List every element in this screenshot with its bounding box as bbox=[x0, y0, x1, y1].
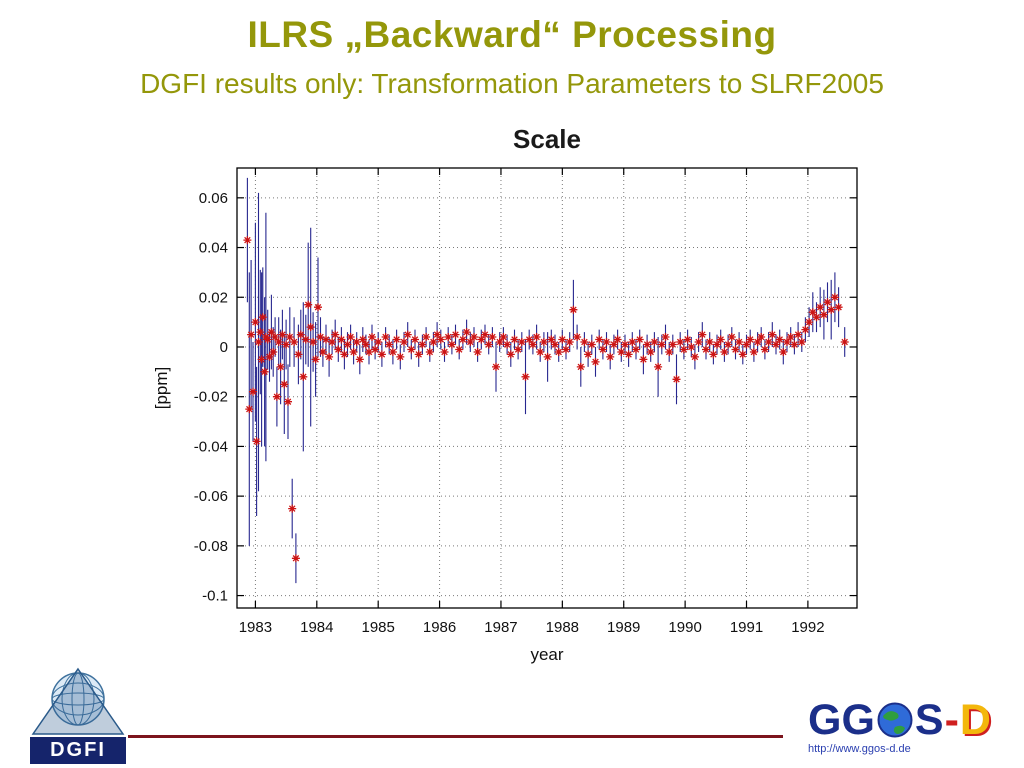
ggos-url: http://www.ggos-d.de bbox=[808, 743, 911, 755]
svg-text:0.02: 0.02 bbox=[199, 289, 228, 306]
svg-text:1987: 1987 bbox=[484, 619, 517, 636]
dgfi-logo: DGFI bbox=[30, 666, 126, 764]
ggos-letter-s: S bbox=[914, 696, 944, 744]
svg-text:0.04: 0.04 bbox=[199, 240, 228, 257]
ggos-hyphen: - bbox=[944, 696, 959, 744]
svg-text:1984: 1984 bbox=[300, 619, 333, 636]
slide-subtitle: DGFI results only: Transformation Parame… bbox=[140, 68, 884, 99]
chart-title: Scale bbox=[513, 124, 581, 154]
svg-text:1986: 1986 bbox=[423, 619, 456, 636]
svg-text:1992: 1992 bbox=[791, 619, 824, 636]
svg-text:1985: 1985 bbox=[362, 619, 395, 636]
svg-text:-0.1: -0.1 bbox=[202, 588, 228, 605]
footer-divider-line bbox=[128, 735, 783, 738]
svg-text:0.06: 0.06 bbox=[199, 190, 228, 207]
ggos-earth-globe-icon bbox=[877, 702, 913, 738]
svg-text:1989: 1989 bbox=[607, 619, 640, 636]
svg-text:1990: 1990 bbox=[668, 619, 701, 636]
svg-text:0: 0 bbox=[220, 339, 228, 356]
dgfi-wordmark: DGFI bbox=[30, 737, 126, 764]
svg-text:1988: 1988 bbox=[546, 619, 579, 636]
dgfi-globe-triangle-icon bbox=[31, 667, 125, 735]
ggos-letters-gg: GG bbox=[808, 696, 875, 744]
slide-title: ILRS „Backward“ Processing bbox=[247, 14, 777, 55]
chart-ylabel: [ppm] bbox=[152, 367, 171, 410]
chart-markers bbox=[243, 236, 849, 563]
ggos-d-wordmark: GG S - D bbox=[808, 698, 1008, 742]
chart-xlabel: year bbox=[530, 645, 563, 664]
svg-text:-0.06: -0.06 bbox=[194, 488, 228, 505]
chart-y-tick-labels: 0.06 0.04 0.02 0 -0.02 -0.04 -0.06 -0.08 -0.1 bbox=[194, 190, 228, 605]
ggos-letter-d: D bbox=[959, 696, 991, 744]
svg-text:-0.04: -0.04 bbox=[194, 438, 228, 455]
ggos-d-logo: GG S - D http://www.ggos-d.de bbox=[808, 698, 1008, 755]
chart-x-tick-labels: 1983 1984 1985 1986 1987 1988 1989 1990 1991 1992 bbox=[239, 619, 825, 636]
scale-chart: 1983 1984 1985 1986 1987 1988 1989 1990 1991 1992… bbox=[152, 124, 858, 664]
svg-text:1983: 1983 bbox=[239, 619, 272, 636]
svg-text:-0.08: -0.08 bbox=[194, 538, 228, 555]
svg-text:-0.02: -0.02 bbox=[194, 389, 228, 406]
svg-text:1991: 1991 bbox=[730, 619, 763, 636]
chart-ticks bbox=[237, 168, 857, 608]
